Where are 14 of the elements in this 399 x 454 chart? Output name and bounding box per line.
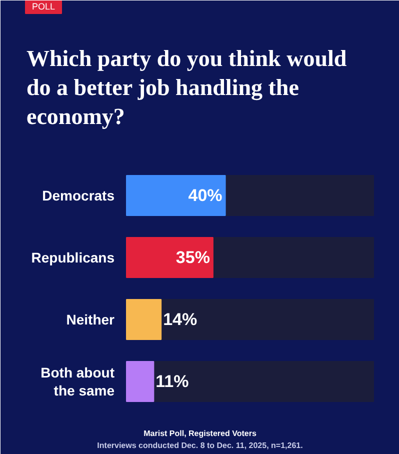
- text: Marist Poll, Registered Voters: [144, 429, 257, 438]
- y-tick-label: Republicans: [31, 250, 115, 266]
- text: Interviews conducted Dec. 8 to Dec. 11, 2025, n=1,261.: [97, 441, 303, 450]
- data-label: 40%: [188, 186, 222, 205]
- bar: [126, 299, 162, 340]
- y-tick-label: Neither: [66, 312, 116, 328]
- data-label: 35%: [176, 248, 210, 267]
- data-label: 11%: [156, 372, 189, 391]
- y-tick-label: Both about the same: [40, 364, 115, 398]
- y-tick-label: Democrats: [42, 188, 115, 204]
- data-label: 14%: [163, 310, 198, 329]
- text: POLL: [32, 2, 56, 12]
- chart-title: Which party do you think would do a better job handling the economy?: [26, 46, 347, 129]
- bar: [126, 361, 154, 402]
